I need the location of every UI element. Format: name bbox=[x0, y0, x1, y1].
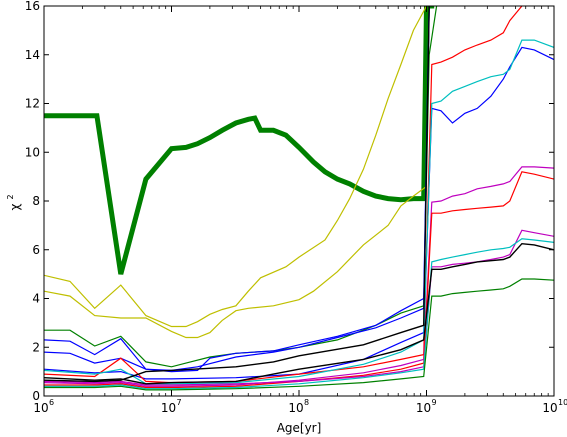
x-tick-exponent: 7 bbox=[177, 398, 182, 407]
y-tick-label: 8 bbox=[32, 194, 40, 208]
series-line-1 bbox=[44, 6, 435, 275]
y-axis-label: χ bbox=[8, 203, 22, 210]
series-line-16 bbox=[44, 278, 554, 391]
x-tick-label: 10 bbox=[161, 401, 176, 415]
series-line-10 bbox=[44, 166, 554, 387]
x-tick-label: 10 bbox=[33, 401, 48, 415]
y-axis-label-superscript: 2 bbox=[6, 194, 15, 199]
y-tick-label: 12 bbox=[25, 97, 40, 111]
series-line-2 bbox=[44, 6, 428, 328]
x-axis: 10 6 10 7 10 8 10 9 10 10 bbox=[33, 6, 567, 415]
x-tick-exponent: 6 bbox=[49, 398, 54, 407]
series-layer bbox=[44, 6, 554, 391]
x-tick-label: 10 bbox=[288, 401, 303, 415]
series-line-9 bbox=[44, 39, 554, 385]
x-tick-label: 10 bbox=[542, 401, 557, 415]
y-tick-label: 10 bbox=[25, 145, 40, 159]
series-line-3 bbox=[44, 185, 427, 339]
y-axis: 0 2 4 6 8 10 12 14 16 bbox=[25, 0, 554, 403]
series-line-5 bbox=[44, 6, 430, 373]
series-line-12 bbox=[44, 229, 554, 386]
series-line-6 bbox=[44, 6, 430, 372]
plot-frame bbox=[43, 5, 555, 397]
y-tick-label: 16 bbox=[25, 0, 40, 13]
x-tick-exponent: 9 bbox=[432, 398, 437, 407]
x-tick-exponent: 8 bbox=[304, 398, 309, 407]
y-tick-label: 4 bbox=[32, 292, 40, 306]
series-line-13 bbox=[44, 238, 554, 390]
y-tick-label: 6 bbox=[32, 243, 40, 257]
y-tick-label: 2 bbox=[32, 340, 40, 354]
series-line-14 bbox=[44, 242, 554, 385]
y-tick-label: 0 bbox=[32, 389, 40, 403]
series-line-4 bbox=[44, 6, 438, 368]
y-tick-label: 14 bbox=[25, 48, 40, 62]
x-tick-label: 10 bbox=[416, 401, 431, 415]
series-line-15 bbox=[44, 6, 430, 383]
x-axis-label: Age[yr] bbox=[277, 421, 322, 435]
series-line-11 bbox=[44, 171, 554, 389]
series-line-7 bbox=[44, 46, 554, 380]
series-line-8 bbox=[44, 6, 523, 384]
x-tick-exponent: 10 bbox=[558, 398, 567, 407]
y-axis-label-group: χ 2 bbox=[6, 194, 22, 210]
